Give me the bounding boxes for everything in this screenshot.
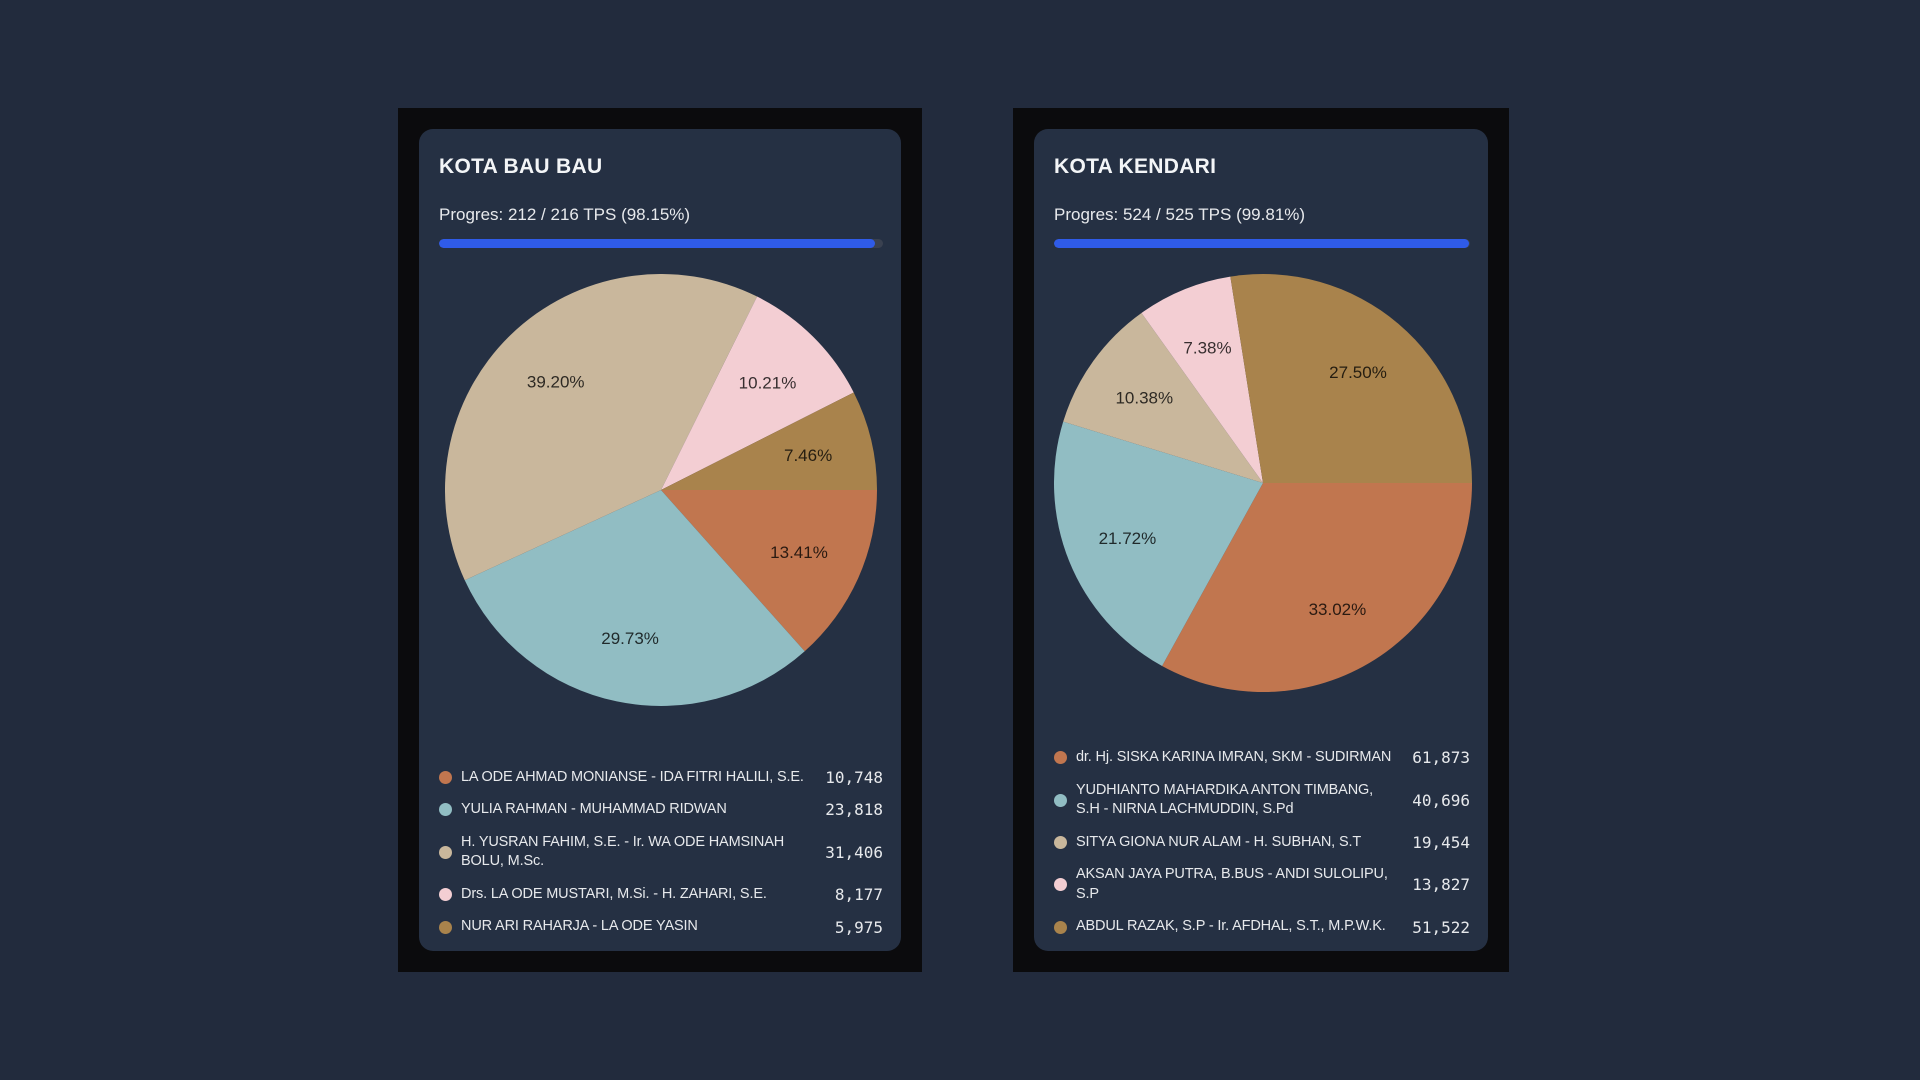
pie-slice-percent-label: 7.46% [784,446,832,465]
legend-color-dot [1054,751,1067,765]
card-frame-kota-kendari: KOTA KENDARI Progres: 524 / 525 TPS (99.… [1013,108,1509,972]
pie-slice-percent-label: 39.20% [527,373,585,392]
pie-slice-percent-label: 10.21% [739,374,797,393]
pie-slice[interactable] [661,296,854,490]
card-title: KOTA BAU BAU [439,155,603,178]
pie-slice[interactable] [464,490,805,706]
candidate-votes: 10,748 [825,767,883,787]
card-kota-bau-bau: KOTA BAU BAU Progres: 212 / 216 TPS (98.… [419,129,901,951]
legend-item[interactable]: dr. Hj. SISKA KARINA IMRAN, SKM - SUDIRM… [1054,748,1470,768]
legend-item[interactable]: YUDHIANTO MAHARDIKA ANTON TIMBANG, S.H -… [1054,781,1470,820]
candidate-name: YULIA RAHMAN - MUHAMMAD RIDWAN [461,801,727,818]
candidate-votes: 8,177 [834,885,883,905]
legend-color-dot [1054,878,1067,892]
candidate-votes: 31,406 [825,842,883,862]
legend-color-dot [1054,920,1067,934]
progress-label: Progres: 212 / 216 TPS (98.15%) [439,205,691,224]
candidate-name: dr. Hj. SISKA KARINA IMRAN, SKM - SUDIRM… [1076,749,1392,766]
candidate-name: Drs. LA ODE MUSTARI, M.Si. - H. ZAHARI, … [461,885,767,902]
legend-color-dot [439,803,452,817]
legend-item[interactable]: H. YUSRAN FAHIM, S.E. - Ir. WA ODE HAMSI… [439,833,883,872]
legend-item[interactable]: ABDUL RAZAK, S.P - Ir. AFDHAL, S.T., M.P… [1054,917,1470,937]
pie-chart-kota-bau-bau: 13.41% 29.73% 39.20% 10.21% 7.46% [444,273,877,706]
progress-bar [1054,239,1470,248]
candidate-votes: 40,696 [1412,790,1470,810]
pie-slice[interactable] [444,273,758,581]
card-kota-kendari: KOTA KENDARI Progres: 524 / 525 TPS (99.… [1034,129,1488,951]
legend-item[interactable]: AKSAN JAYA PUTRA, B.BUS - ANDI SULOLIPU,… [1054,865,1470,904]
pie-slice-percent-label: 7.38% [1183,339,1231,358]
legend: dr. Hj. SISKA KARINA IMRAN, SKM - SUDIRM… [1054,748,1470,937]
pie-slice[interactable] [661,490,877,652]
pie-slice-percent-label: 10.38% [1115,389,1173,408]
candidate-votes: 19,454 [1412,833,1470,853]
card-frame-kota-bau-bau: KOTA BAU BAU Progres: 212 / 216 TPS (98.… [398,108,922,972]
progress-bar-fill [1054,239,1470,248]
pie-slice[interactable] [1162,483,1472,692]
pie-chart-kota-kendari: 33.02% 21.72% 10.38% 7.38% 27.50% [1053,274,1472,692]
pie-slice[interactable] [1230,274,1472,483]
candidate-name: SITYA GIONA NUR ALAM - H. SUBHAN, S.T [1076,833,1362,850]
legend-item[interactable]: LA ODE AHMAD MONIANSE - IDA FITRI HALILI… [439,768,883,788]
legend-color-dot [439,920,452,934]
legend-color-dot [1054,793,1067,807]
pie-slice[interactable] [661,392,877,490]
card-title: KOTA KENDARI [1054,155,1217,178]
candidate-name: LA ODE AHMAD MONIANSE - IDA FITRI HALILI… [461,768,804,785]
legend-item[interactable]: SITYA GIONA NUR ALAM - H. SUBHAN, S.T 19… [1054,833,1470,853]
candidate-votes: 5,975 [834,917,883,937]
progress-bar [439,239,883,248]
legend-color-dot [439,845,452,859]
candidate-votes: 61,873 [1412,748,1470,768]
legend-color-dot [439,888,452,902]
candidate-name: NUR ARI RAHARJA - LA ODE YASIN [461,918,698,935]
legend-item[interactable]: YULIA RAHMAN - MUHAMMAD RIDWAN 23,818 [439,800,883,820]
legend-item[interactable]: NUR ARI RAHARJA - LA ODE YASIN 5,975 [439,917,883,937]
candidate-votes: 51,522 [1412,917,1470,937]
legend-item[interactable]: Drs. LA ODE MUSTARI, M.Si. - H. ZAHARI, … [439,885,883,905]
pie-slice[interactable] [1063,312,1263,483]
pie-slice[interactable] [1053,421,1263,667]
candidate-name: H. YUSRAN FAHIM, S.E. - Ir. WA ODE HAMSI… [461,833,785,870]
candidate-name: ABDUL RAZAK, S.P - Ir. AFDHAL, S.T., M.P… [1076,918,1386,935]
progress-label: Progres: 524 / 525 TPS (99.81%) [1054,205,1306,224]
pie-slice-percent-label: 33.02% [1309,600,1367,619]
candidate-votes: 13,827 [1412,875,1470,895]
legend-color-dot [439,770,452,784]
pie-slice[interactable] [1141,276,1263,483]
pie-slice-percent-label: 13.41% [770,543,828,562]
pie-slice-percent-label: 29.73% [601,629,659,648]
legend: LA ODE AHMAD MONIANSE - IDA FITRI HALILI… [439,768,883,937]
pie-slice-percent-label: 27.50% [1329,363,1387,382]
candidate-name: AKSAN JAYA PUTRA, B.BUS - ANDI SULOLIPU,… [1076,866,1388,902]
pie-slice-percent-label: 21.72% [1099,529,1157,548]
candidate-name: YUDHIANTO MAHARDIKA ANTON TIMBANG, S.H -… [1076,781,1374,818]
legend-color-dot [1054,836,1067,850]
progress-bar-fill [439,239,875,248]
candidate-votes: 23,818 [825,800,883,820]
